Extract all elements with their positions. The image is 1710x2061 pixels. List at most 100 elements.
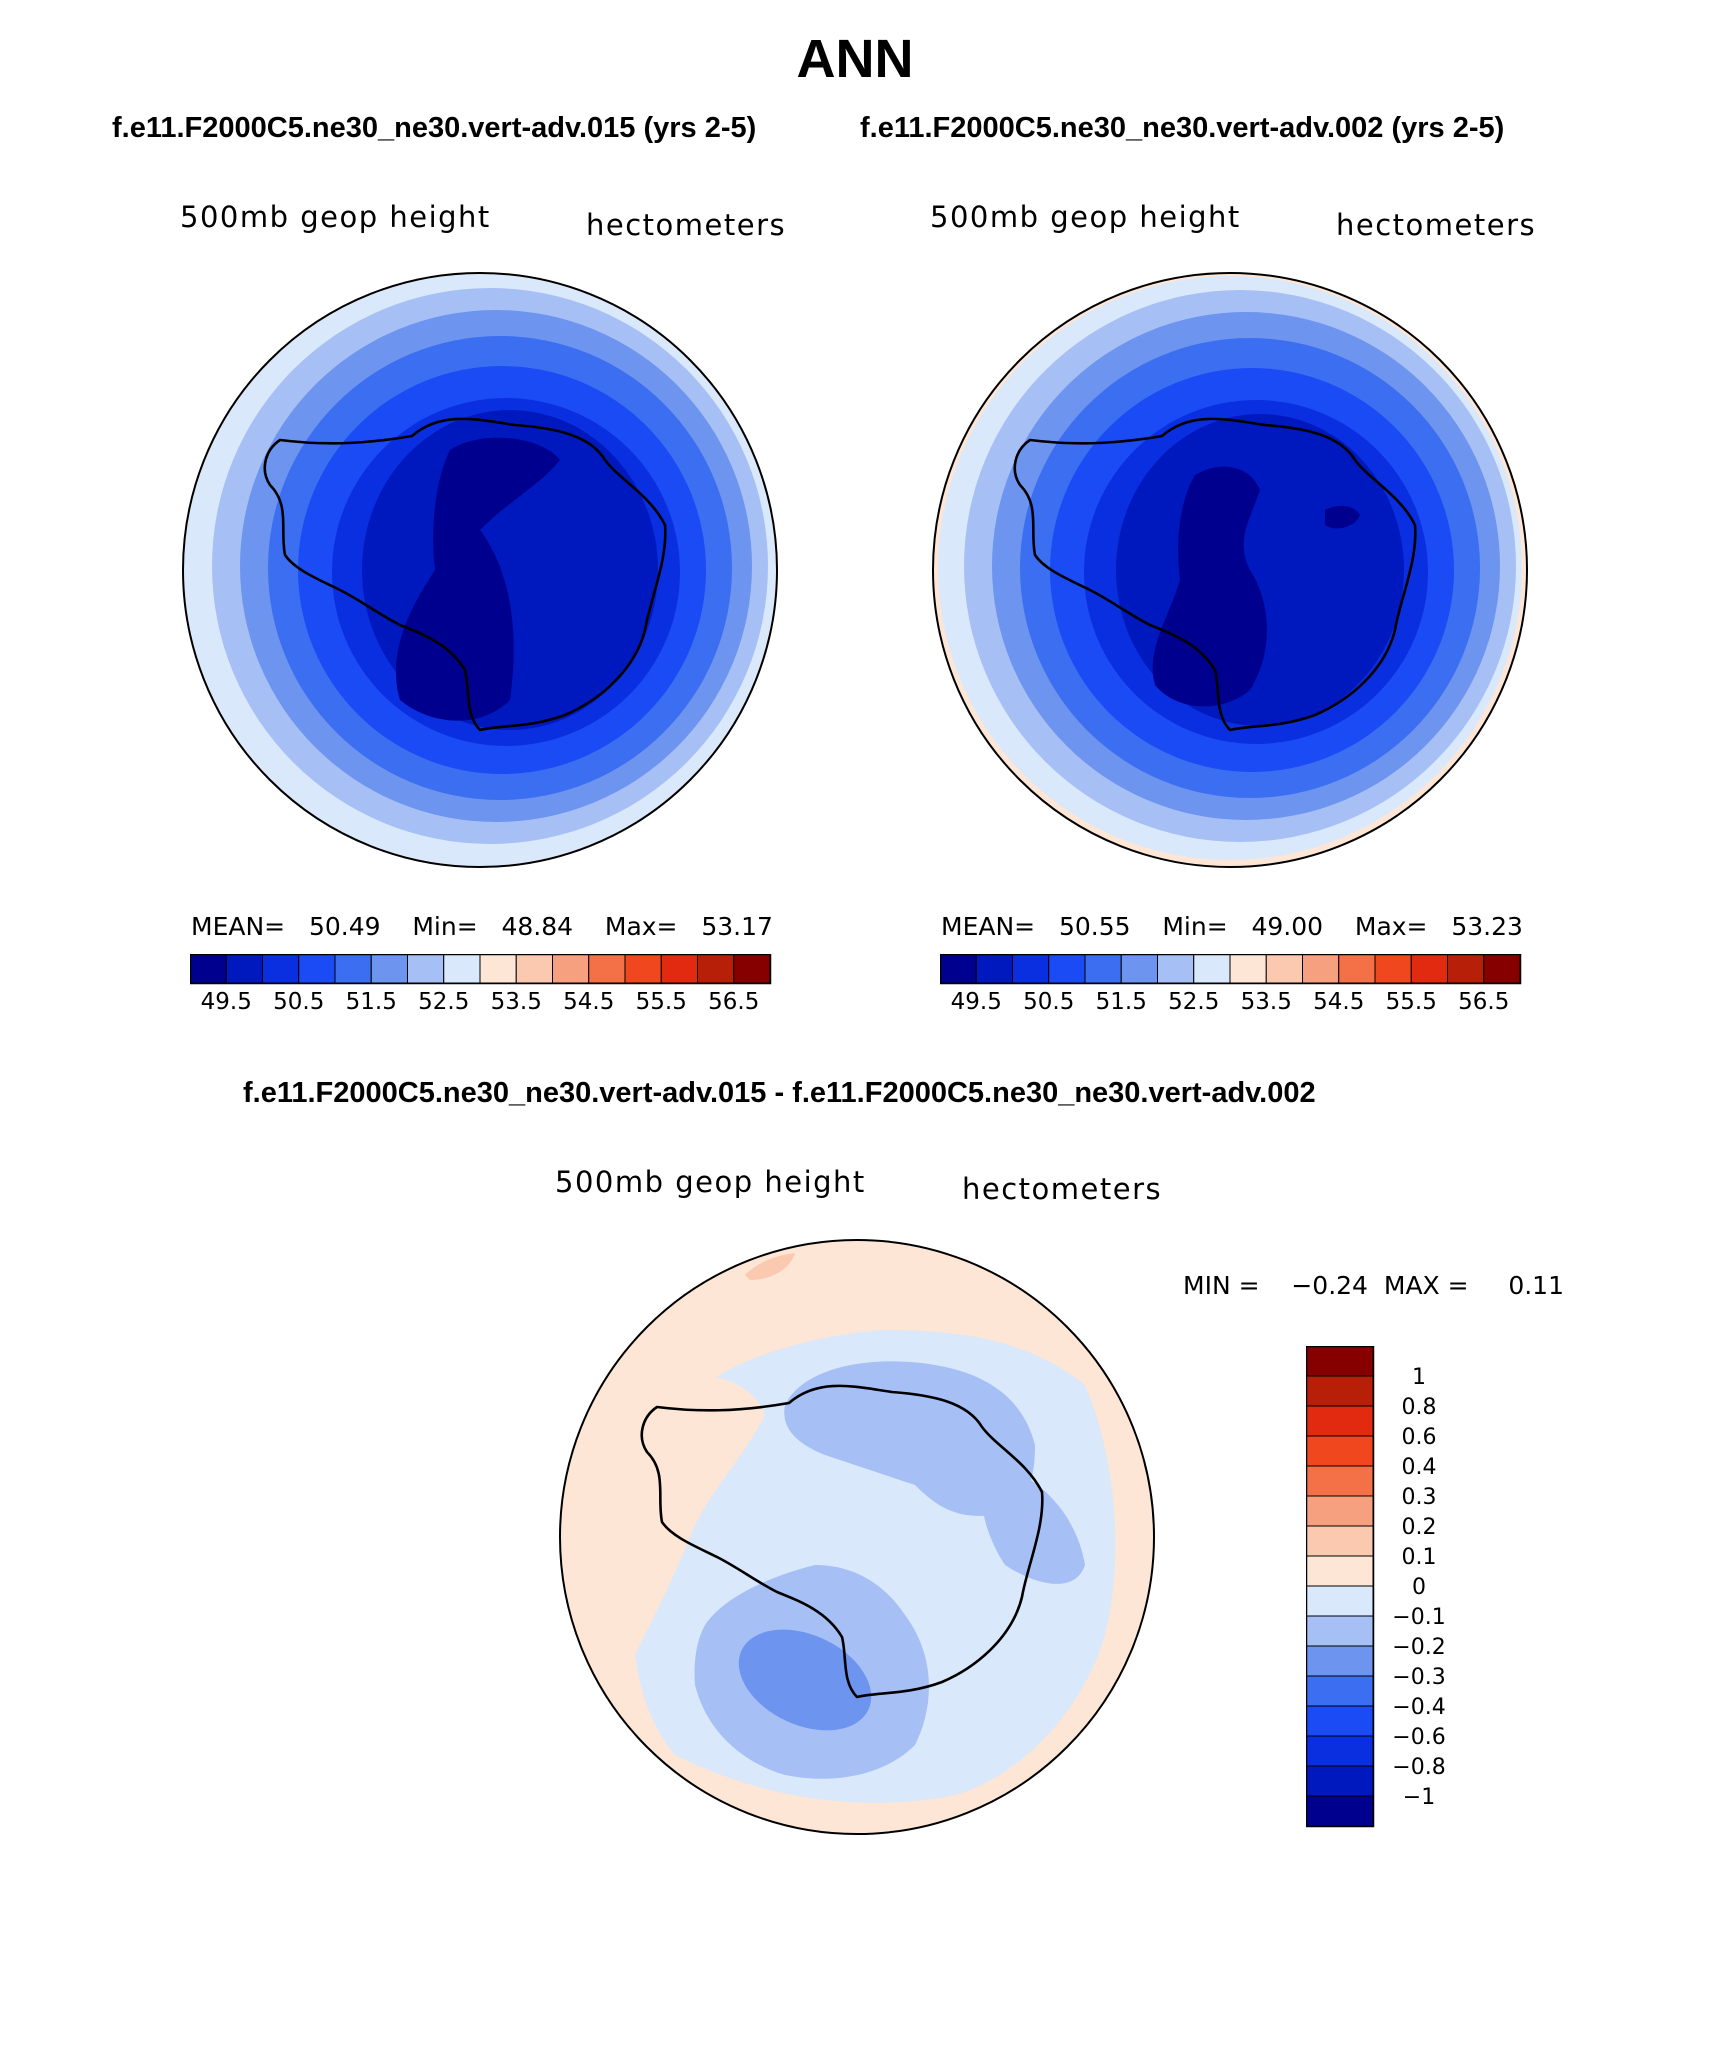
panel2-colorbar-swatches	[940, 954, 1521, 984]
panel1-colorbar-swatch-5	[370, 954, 408, 984]
panel1-polar-map	[182, 272, 778, 868]
panel1-colorbar-swatch-7	[443, 954, 481, 984]
panel1-colorbar-tick-label: 53.5	[491, 989, 542, 1015]
panel2-colorbar-tick-label: 55.5	[1386, 989, 1437, 1015]
panel2-colorbar-tick-label: 53.5	[1241, 989, 1292, 1015]
panel2-mean-label: MEAN=	[941, 912, 1036, 941]
panel1-colorbar-tick-label: 56.5	[708, 989, 759, 1015]
diff-colorbar-swatch-15	[1306, 1795, 1374, 1827]
panel2-colorbar-tick-label: 56.5	[1458, 989, 1509, 1015]
panel2-colorbar-swatch-7	[1193, 954, 1231, 984]
panel2-colorbar-tick-label: 51.5	[1096, 989, 1147, 1015]
panel1-max-value: 53.17	[701, 912, 773, 941]
diff-colorbar-tick-label: 0.4	[1402, 1455, 1437, 1480]
diff-colorbar-swatch-7	[1306, 1555, 1374, 1587]
panel2-colorbar-swatch-6	[1157, 954, 1195, 984]
panel1-max-label: Max=	[604, 912, 678, 941]
panel1-colorbar-swatches	[190, 954, 771, 984]
diff-colorbar-swatch-0	[1306, 1346, 1374, 1377]
panel2-colorbar-swatch-14	[1447, 954, 1485, 984]
diff-colorbar-tick-label: −0.2	[1392, 1635, 1445, 1660]
diff-colorbar-tick-label: −0.8	[1392, 1755, 1445, 1780]
panel2-colorbar-swatch-0	[940, 954, 977, 984]
page-title: ANN	[796, 29, 914, 89]
panel1-colorbar-tick-label: 54.5	[563, 989, 614, 1015]
panel1-colorbar-swatch-9	[515, 954, 553, 984]
panel1-mean-label: MEAN=	[191, 912, 286, 941]
panel1-colorbar-tick-label: 51.5	[346, 989, 397, 1015]
panel2-colorbar-ticks: 49.5 50.5 51.5 52.5 53.5 54.5 55.5 56.5	[951, 989, 1510, 1015]
panel2-colorbar-swatch-3	[1048, 954, 1086, 984]
panel1-coastline	[263, 417, 667, 732]
panel1-colorbar: 49.5 50.5 51.5 52.5 53.5 54.5 55.5 56.5	[190, 954, 772, 1015]
diff-colorbar: 1 0.8 0.6 0.4 0.3 0.2 0.1 0 −0.1 −0.2 −0.3 −0.4 −0.6…	[1306, 1346, 1446, 1828]
panel2-colorbar-swatch-13	[1410, 954, 1448, 984]
panel1-units-label: hectometers	[586, 208, 787, 242]
panel1-colorbar-swatch-15	[733, 954, 771, 984]
diff-colorbar-swatch-14	[1306, 1765, 1374, 1797]
diff-units-label: hectometers	[962, 1172, 1163, 1206]
header-right-case: f.e11.F2000C5.ne30_ne30.vert-adv.002 (yr…	[860, 112, 1505, 144]
diff-colorbar-swatch-5	[1306, 1495, 1374, 1527]
diff-colorbar-swatch-9	[1306, 1615, 1374, 1647]
diff-contour-fill	[560, 1240, 1154, 1834]
diff-colorbar-tick-label: −0.3	[1392, 1665, 1445, 1690]
panel2-stats: MEAN= 50.55 Min= 49.00 Max= 53.23	[941, 912, 1523, 941]
panel1-colorbar-swatch-11	[588, 954, 626, 984]
diff-max-value: 0.11	[1508, 1271, 1564, 1300]
panel2-variable-label: 500mb geop height	[930, 200, 1241, 234]
diff-colorbar-swatch-1	[1306, 1375, 1374, 1407]
panel2-colorbar: 49.5 50.5 51.5 52.5 53.5 54.5 55.5 56.5	[940, 954, 1522, 1015]
panel2-units-label: hectometers	[1336, 208, 1537, 242]
panel2-mean-value: 50.55	[1058, 912, 1131, 941]
panel1-variable-label: 500mb geop height	[180, 200, 491, 234]
panel2-min-label: Min=	[1162, 912, 1228, 941]
panel1-colorbar-tick-label: 50.5	[273, 989, 324, 1015]
diff-colorbar-tick-label: −0.6	[1392, 1725, 1445, 1750]
diff-colorbar-swatch-3	[1306, 1435, 1374, 1467]
panel2-colorbar-swatch-9	[1265, 954, 1303, 984]
panel1-colorbar-swatch-12	[624, 954, 662, 984]
diff-colorbar-swatch-6	[1306, 1525, 1374, 1557]
panel1-colorbar-ticks: 49.5 50.5 51.5 52.5 53.5 54.5 55.5 56.5	[201, 989, 760, 1015]
panel2-colorbar-tick-label: 54.5	[1313, 989, 1364, 1015]
diff-colorbar-swatch-11	[1306, 1675, 1374, 1707]
diff-min-label: MIN =	[1183, 1271, 1260, 1300]
panel1-colorbar-tick-label: 49.5	[201, 989, 252, 1015]
diff-colorbar-swatch-12	[1306, 1705, 1374, 1737]
diff-title: f.e11.F2000C5.ne30_ne30.vert-adv.015 - f…	[243, 1077, 1316, 1109]
diff-colorbar-tick-label: −0.1	[1392, 1605, 1445, 1630]
diff-colorbar-tick-label: 1	[1412, 1365, 1426, 1390]
panel2-colorbar-swatch-10	[1302, 954, 1340, 984]
panel2-coastline	[1013, 417, 1417, 732]
panel2-colorbar-swatch-1	[975, 954, 1013, 984]
panel1-colorbar-swatch-4	[334, 954, 372, 984]
panel1-colorbar-swatch-14	[697, 954, 735, 984]
panel2-colorbar-swatch-2	[1012, 954, 1050, 984]
panel1-stats: MEAN= 50.49 Min= 48.84 Max= 53.17	[191, 912, 773, 941]
panel1-contour-fill	[183, 273, 777, 867]
diff-colorbar-tick-label: 0.8	[1402, 1395, 1437, 1420]
panel2-max-label: Max=	[1354, 912, 1428, 941]
diff-colorbar-ticks: 1 0.8 0.6 0.4 0.3 0.2 0.1 0 −0.1 −0.2 −0.3 −0.4 −0.6…	[1392, 1365, 1445, 1810]
panel1-colorbar-swatch-6	[407, 954, 445, 984]
diff-colorbar-tick-label: −1	[1403, 1785, 1435, 1810]
diff-colorbar-tick-label: 0.6	[1402, 1425, 1437, 1450]
header-left-case: f.e11.F2000C5.ne30_ne30.vert-adv.015 (yr…	[112, 112, 757, 144]
panel1-min-value: 48.84	[501, 912, 574, 941]
panel1-mean-value: 50.49	[308, 912, 381, 941]
panel2-colorbar-swatch-11	[1338, 954, 1376, 984]
diff-colorbar-swatch-10	[1306, 1645, 1374, 1677]
panel1-colorbar-tick-label: 55.5	[636, 989, 687, 1015]
panel1-colorbar-swatch-0	[190, 954, 227, 984]
diff-stats: MIN = −0.24 MAX = 0.11	[1183, 1271, 1564, 1300]
panel2-min-value: 49.00	[1251, 912, 1324, 941]
panel2-colorbar-swatch-12	[1374, 954, 1412, 984]
panel1-colorbar-tick-label: 52.5	[418, 989, 469, 1015]
panel2-colorbar-swatch-15	[1483, 954, 1521, 984]
panel2-colorbar-swatch-8	[1229, 954, 1267, 984]
panel2-colorbar-tick-label: 50.5	[1023, 989, 1074, 1015]
panel1-colorbar-swatch-10	[552, 954, 590, 984]
diff-variable-label: 500mb geop height	[555, 1165, 866, 1199]
diff-coastline	[640, 1384, 1044, 1699]
